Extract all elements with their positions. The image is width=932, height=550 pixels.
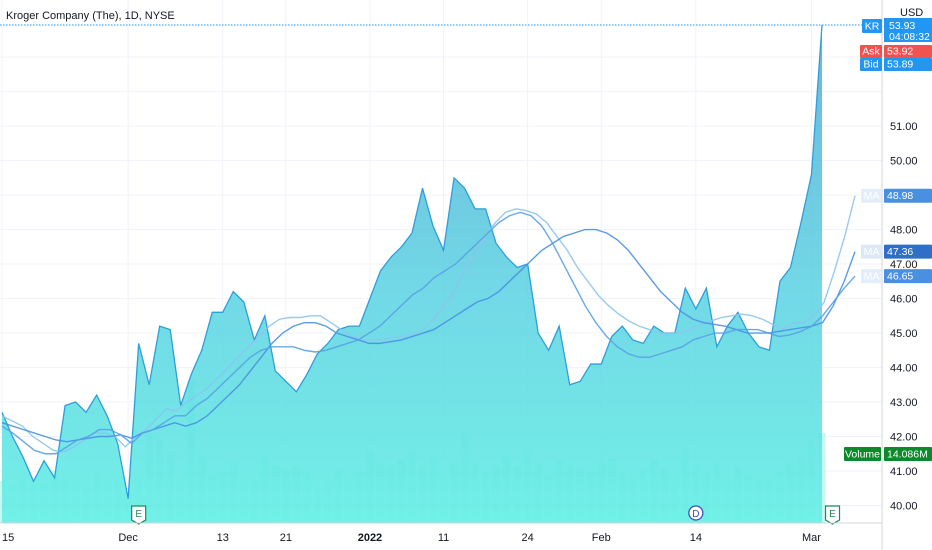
time-tick-label: 2022	[358, 532, 382, 544]
time-tick-label: 21	[280, 532, 292, 544]
price-tick-label: 45.00	[890, 328, 918, 340]
ma-label-tag-bg	[861, 269, 882, 284]
volume-label-tag-text: Volume	[845, 449, 880, 461]
bid-value-tag-text: 53.89	[887, 59, 913, 71]
price-tick-label: 46.00	[890, 294, 918, 306]
ma-value-tag-text: 48.98	[887, 190, 913, 202]
price-tick-label: 42.00	[890, 432, 918, 444]
dividend-marker	[688, 505, 704, 521]
time-tick-label: 24	[522, 532, 534, 544]
price-area	[1, 24, 823, 523]
ma-value-tag-bg	[884, 188, 932, 203]
ma-value-tag-bg	[884, 244, 932, 259]
price-tick-label: 50.00	[890, 156, 918, 168]
volume-label-tag-bg	[844, 447, 881, 461]
time-tick-label: 13	[217, 532, 229, 544]
ask-value-tag-text: 53.92	[887, 46, 913, 58]
time-tick-label: Dec	[118, 532, 138, 544]
price-tick-label: 47.00	[890, 259, 918, 271]
ma-label-tag-text: MA	[864, 190, 880, 202]
ask-value-tag-bg	[884, 45, 932, 58]
time-axis[interactable]: 15 Dec 13 21 2022 11 24 Feb 14 Mar	[2, 532, 821, 544]
price-tick-label: 43.00	[890, 397, 918, 409]
ma-label-tag-bg	[861, 244, 882, 259]
time-tick-label: Feb	[592, 532, 611, 544]
ask-label-tag-text: Ask	[862, 46, 880, 58]
symbol-tag-bg	[862, 19, 882, 33]
last-price-bg	[884, 18, 932, 42]
volume-value-tag-text: 14.086M	[887, 449, 928, 461]
time-tick-label: 14	[690, 532, 702, 544]
price-tick-label: 41.00	[890, 466, 918, 478]
ma-line	[1, 211, 856, 455]
ask-label-tag-bg	[860, 45, 882, 58]
price-tick-label: 51.00	[890, 121, 918, 133]
bid-value-tag-bg	[884, 58, 932, 71]
price-tick-label: 44.00	[890, 363, 918, 375]
ma-value-tag-bg	[884, 269, 932, 284]
time-tick-label: 15	[2, 532, 14, 544]
ma-label-tag-text: MA	[864, 271, 880, 283]
last-price-text: 53.93	[889, 20, 915, 32]
earnings-marker-label: E	[135, 509, 142, 520]
bid-label-tag-bg	[860, 58, 882, 71]
time-tick-label: Mar	[802, 532, 821, 544]
price-tick-label: 40.00	[890, 501, 918, 513]
price-line	[1, 24, 823, 499]
moving-averages	[1, 195, 856, 455]
dividend-marker-label: D	[692, 509, 699, 520]
earnings-marker	[131, 505, 147, 525]
price-tick-label: 48.00	[890, 225, 918, 237]
chart-title: Kroger Company (The), 1D, NYSE	[6, 10, 175, 22]
currency-label: USD	[900, 7, 923, 19]
bid-label-tag-text: Bid	[863, 59, 878, 71]
ma-label-tag-bg	[861, 188, 882, 203]
countdown-text: 04:08:32	[889, 31, 930, 43]
symbol-tag-text: KR	[865, 21, 880, 33]
ma-value-tag-text: 47.36	[887, 246, 913, 258]
earnings-marker-label: E	[829, 509, 836, 520]
earnings-marker	[824, 505, 841, 525]
ma-value-tag-text: 46.65	[887, 271, 913, 283]
price-area-fill	[2, 25, 822, 523]
ma-label-tag-text: MA	[864, 246, 880, 258]
time-tick-label: 11	[438, 532, 449, 544]
volume-value-tag-bg	[884, 447, 932, 461]
ma-line	[1, 195, 856, 453]
